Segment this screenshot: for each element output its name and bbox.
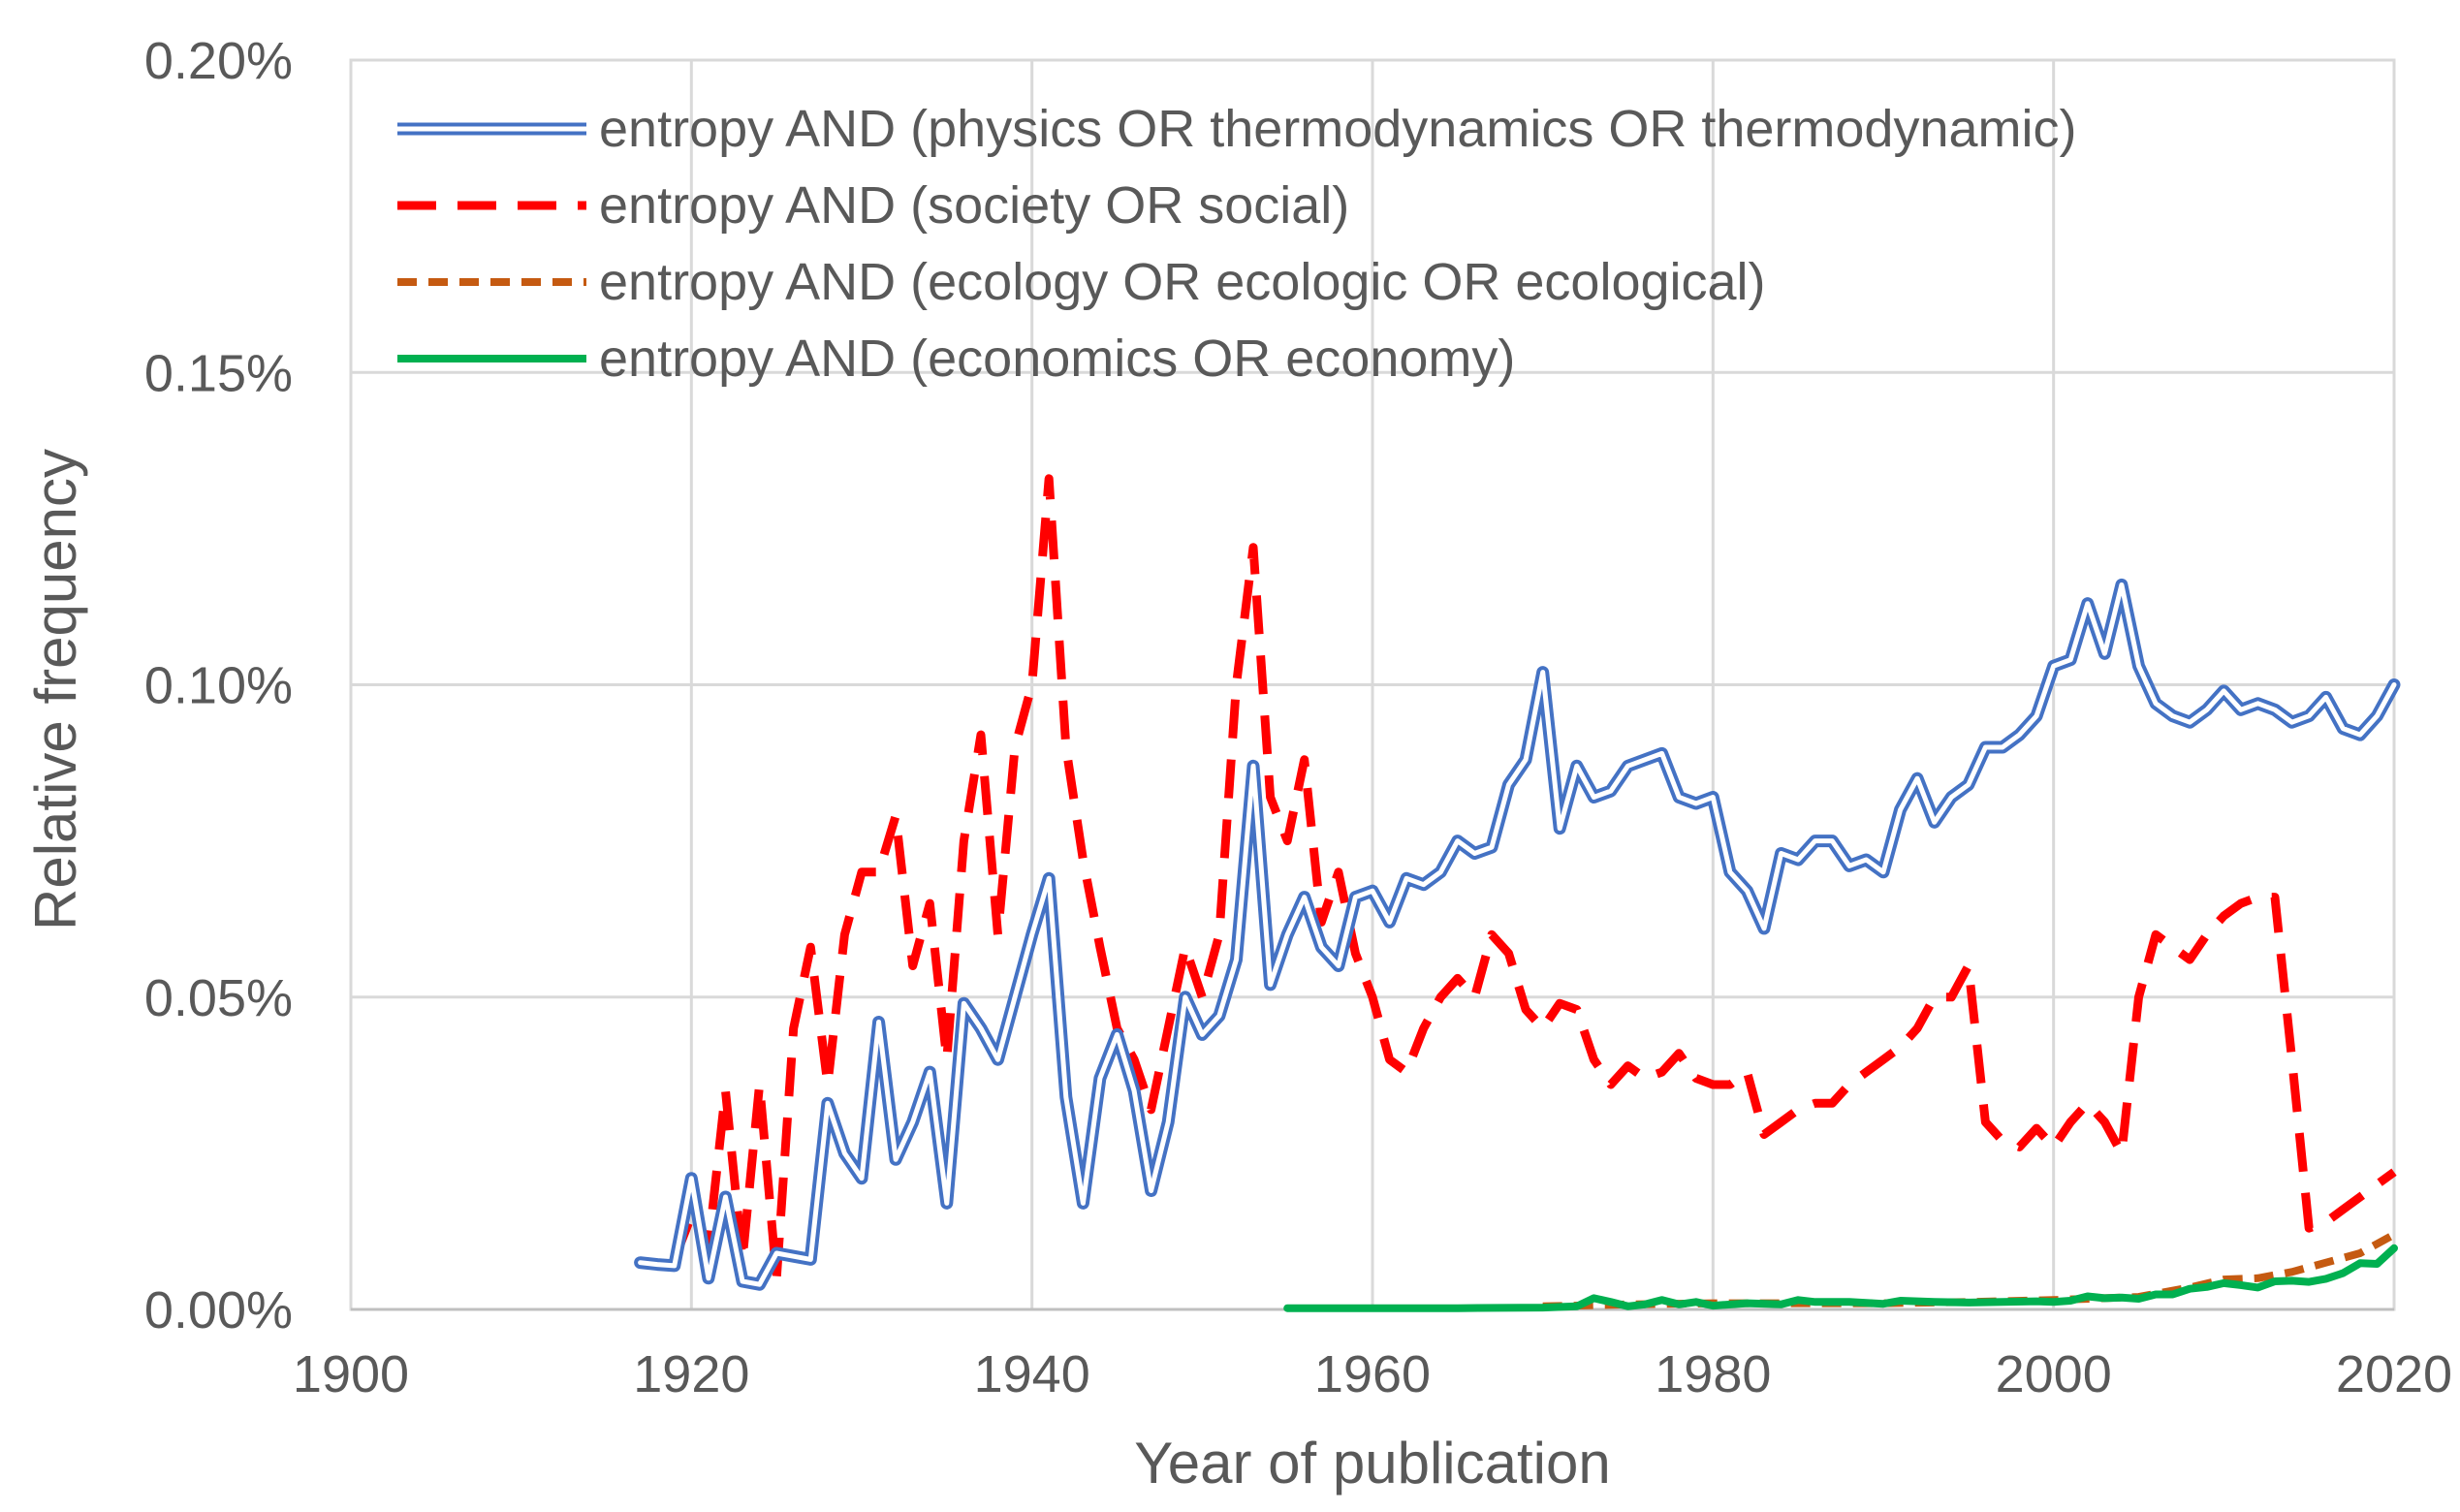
series-line [670,474,2397,1283]
legend-label: entropy AND (ecology OR ecologic OR ecol… [599,253,1766,311]
legend-item: entropy AND (economics OR economy) [397,330,1515,388]
series-line-outer [634,578,2401,1291]
x-tick-label: 1900 [293,1345,409,1403]
legend-label: entropy AND (economics OR economy) [599,330,1515,388]
x-tick-label: 1960 [1314,1345,1431,1403]
x-axis-tick-labels: 1900 1920 1940 1960 1980 2000 2020 [293,1345,2452,1403]
y-tick-label: 0.05% [144,969,293,1027]
legend-item: entropy AND (physics OR thermodynamics O… [397,100,2076,158]
x-tick-label: 1980 [1655,1345,1771,1403]
series-layer [634,474,2401,1312]
y-tick-label: 0.20% [144,32,293,90]
x-tick-label: 1940 [974,1345,1090,1403]
series-2-line [670,474,2397,1283]
legend-label: entropy AND (society OR social) [599,176,1349,235]
series-4-line [1283,1244,2398,1312]
y-tick-label: 0.15% [144,344,293,402]
x-tick-label: 1920 [633,1345,749,1403]
series-1-line [634,578,2401,1291]
y-axis-tick-labels: 0.00% 0.05% 0.10% 0.15% 0.20% [144,32,293,1339]
series-line [1542,1231,2396,1310]
legend-item: entropy AND (ecology OR ecologic OR ecol… [397,253,1766,311]
x-axis-title: Year of publication [1134,1431,1610,1496]
y-axis-title: Relative frequency [23,449,88,930]
x-tick-label: 2020 [2336,1345,2452,1403]
legend-item: entropy AND (society OR social) [397,176,1349,235]
legend-label: entropy AND (physics OR thermodynamics O… [599,100,2076,158]
y-tick-label: 0.00% [144,1281,293,1339]
y-tick-label: 0.10% [144,657,293,715]
x-tick-label: 2000 [1996,1345,2112,1403]
series-line [1283,1244,2398,1312]
legend: entropy AND (physics OR thermodynamics O… [397,100,2076,388]
series-3-line [1542,1231,2396,1310]
series-line-inner [638,582,2397,1287]
plot-area [349,58,2396,1311]
